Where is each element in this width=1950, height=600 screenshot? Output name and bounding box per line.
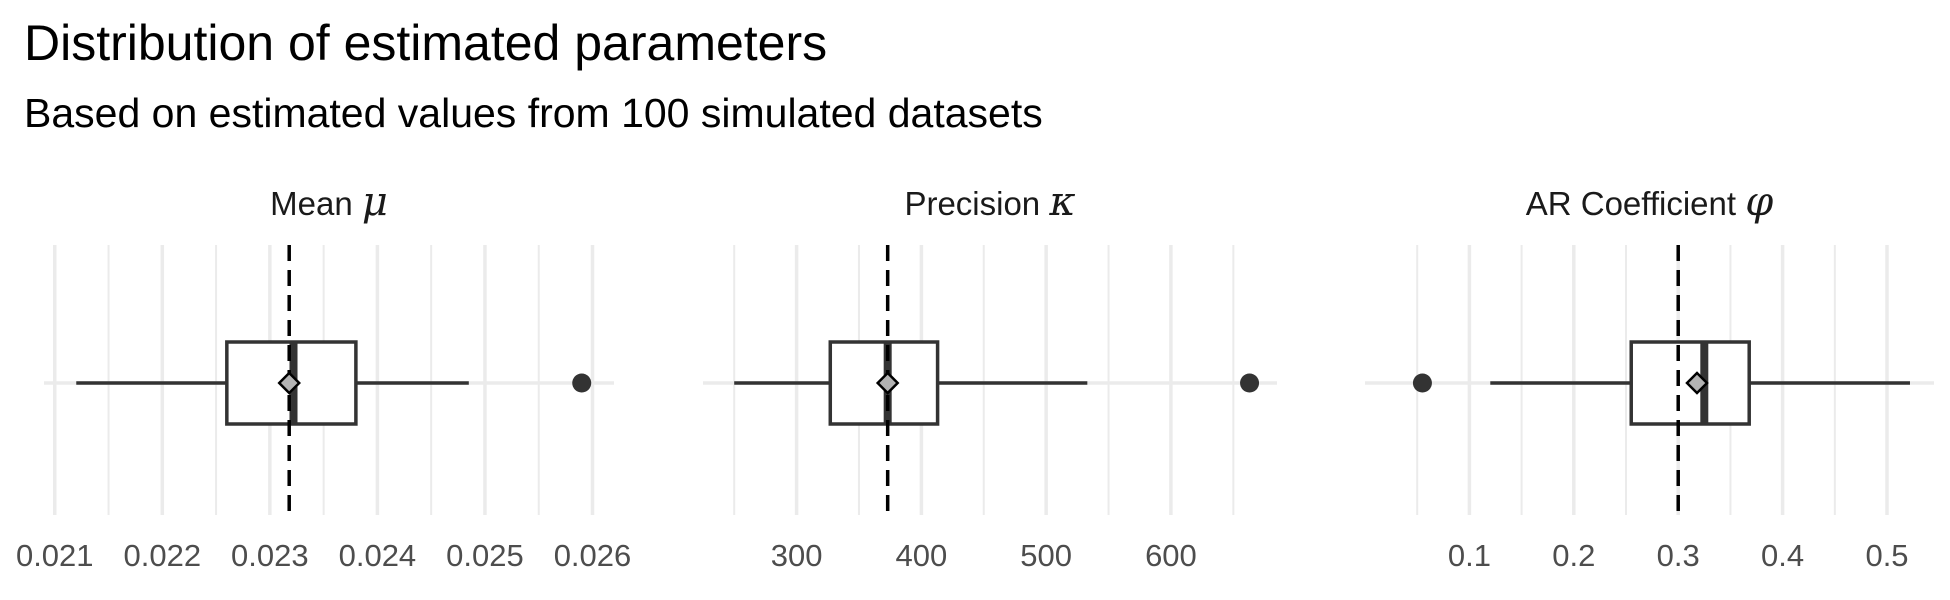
mean-marker <box>277 371 301 395</box>
outlier-point <box>572 373 592 393</box>
x-tick-label: 0.024 <box>339 538 417 573</box>
panel-strip-symbol: κ <box>1048 179 1075 225</box>
panel-strip-symbol: μ <box>362 179 388 225</box>
x-tick-label: 600 <box>1145 538 1197 573</box>
panel-strip-symbol: φ <box>1745 179 1773 225</box>
chart-subtitle: Based on estimated values from 100 simul… <box>24 90 1043 136</box>
x-tick-label: 0.026 <box>554 538 632 573</box>
chart-title: Distribution of estimated parameters <box>24 15 828 71</box>
x-tick-label: 0.022 <box>124 538 202 573</box>
x-tick-label: 0.025 <box>446 538 524 573</box>
x-tick-label: 0.021 <box>16 538 94 573</box>
panel-strip-label: Mean μ <box>270 179 388 225</box>
x-tick-label: 0.023 <box>231 538 309 573</box>
panel-strip-text: Mean <box>270 185 362 222</box>
x-tick-label: 0.3 <box>1657 538 1700 573</box>
x-tick-label: 0.2 <box>1552 538 1595 573</box>
panel-strip-label: AR Coefficient φ <box>1526 179 1774 225</box>
x-tick-label: 500 <box>1020 538 1072 573</box>
panel-strip-label: Precision κ <box>904 179 1075 225</box>
x-tick-label: 300 <box>771 538 823 573</box>
outlier-point <box>1412 373 1432 393</box>
x-tick-label: 0.1 <box>1448 538 1491 573</box>
panel-strip-text: AR Coefficient <box>1526 185 1746 222</box>
x-tick-label: 0.5 <box>1865 538 1908 573</box>
mean-marker <box>1685 371 1709 395</box>
outlier-point <box>1240 373 1260 393</box>
panel-strip-text: Precision <box>904 185 1049 222</box>
mean-marker <box>875 371 900 395</box>
x-tick-label: 0.4 <box>1761 538 1804 573</box>
x-tick-label: 400 <box>896 538 948 573</box>
